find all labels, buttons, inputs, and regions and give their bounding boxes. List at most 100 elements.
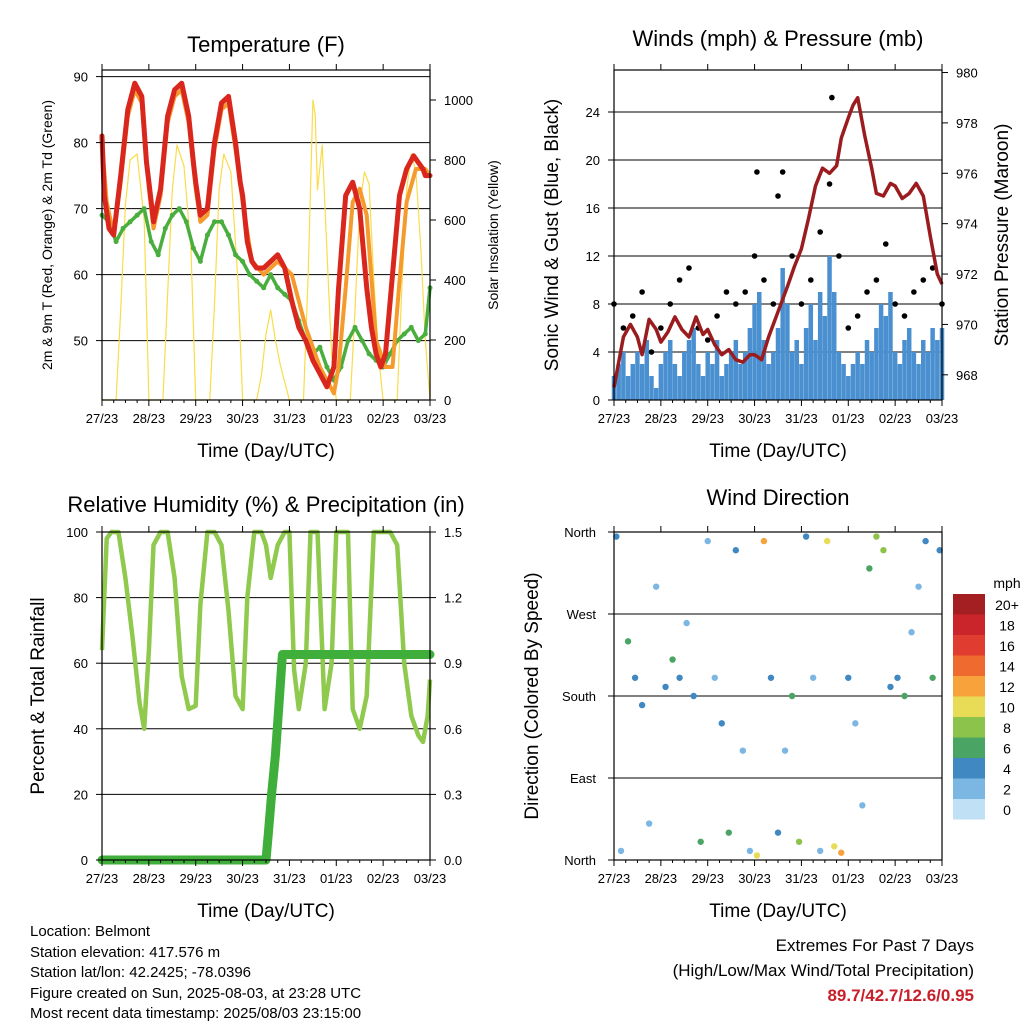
y-right-tick-label: 976 <box>956 166 978 181</box>
x-tick-label: 01/23 <box>320 871 353 886</box>
dewpoint-point <box>366 351 372 357</box>
colorbar-title: mph <box>993 575 1020 591</box>
chart-panel-4: 27/23 28/23 29/23 30/23 31/23 01/23 02/23 03/23… <box>522 485 958 922</box>
y-tick-label: West <box>567 607 597 622</box>
y-right-tick-label: 400 <box>444 273 466 288</box>
y-right-tick-label: 974 <box>956 217 978 232</box>
direction-point <box>767 674 775 681</box>
dewpoint-point <box>120 225 126 231</box>
direction-point <box>901 692 908 700</box>
y-right-tick-label: 200 <box>444 333 466 348</box>
x-tick-label: 31/23 <box>785 871 818 886</box>
y-tick-label: 12 <box>586 249 600 264</box>
y-right-tick-label: 972 <box>956 267 978 282</box>
colorbar-label: 18 <box>999 618 1015 634</box>
dewpoint-point <box>268 272 274 278</box>
colorbar-label: 10 <box>999 700 1015 716</box>
gust-point <box>676 277 683 283</box>
gust-point <box>667 301 674 307</box>
x-tick-label: 02/23 <box>879 871 912 886</box>
dewpoint-point <box>359 338 365 344</box>
direction-point <box>652 583 660 590</box>
x-tick-label: 01/23 <box>832 871 865 886</box>
dewpoint-point <box>218 219 224 225</box>
direction-point <box>631 674 639 681</box>
chart-panel-1: 27/23 28/23 29/23 30/23 31/23 01/23 02/23 03/23… <box>39 32 501 462</box>
x-tick-label: 03/23 <box>926 411 959 426</box>
y-tick-label: 80 <box>74 136 88 151</box>
gust-point <box>620 325 627 331</box>
x-tick-label: 29/23 <box>179 411 212 426</box>
dewpoint-point <box>211 219 217 225</box>
colorbar-swatch <box>953 635 985 656</box>
colorbar-swatch <box>953 799 985 820</box>
direction-point <box>788 692 796 700</box>
direction-point <box>732 547 740 554</box>
y-right-axis-label: Solar Insolation (Yellow) <box>485 160 501 310</box>
y-right-tick-label: 0.9 <box>444 656 462 671</box>
y-right-tick-label: 978 <box>956 116 978 131</box>
x-tick-label: 30/23 <box>738 411 771 426</box>
latest-timestamp: Most recent data timestamp: 2025/08/03 2… <box>30 1005 362 1022</box>
dewpoint-point <box>254 278 260 284</box>
x-tick-label: 03/23 <box>414 871 447 886</box>
x-tick-label: 02/23 <box>879 411 912 426</box>
series-temp_2m <box>99 80 433 390</box>
direction-point <box>824 537 831 545</box>
dewpoint-point <box>324 364 330 370</box>
gust-point <box>854 313 861 319</box>
direction-point <box>816 847 824 855</box>
colorbar-label: 16 <box>999 638 1015 654</box>
x-tick-label: 30/23 <box>738 871 771 886</box>
gust-point <box>798 301 805 307</box>
dewpoint-point <box>148 239 154 245</box>
direction-point <box>676 674 683 681</box>
direction-point <box>753 852 761 859</box>
gust-point <box>629 313 636 319</box>
chart-title: Winds (mph) & Pressure (mb) <box>633 26 924 51</box>
colorbar-label: 12 <box>999 679 1015 695</box>
dewpoint-point <box>141 206 147 212</box>
x-tick-label: 27/23 <box>598 871 631 886</box>
colorbar-swatch <box>953 717 985 738</box>
direction-point <box>838 849 845 856</box>
gust-point <box>723 289 730 295</box>
colorbar-label: 8 <box>1003 720 1011 736</box>
chart-panel-2: 27/23 28/23 29/23 30/23 31/23 01/23 02/23 03/23… <box>542 26 1013 462</box>
colorbar: mph 20+ 18 16 14 12 10 8 6 4 2 0 <box>953 575 1021 820</box>
gust-point <box>829 94 835 101</box>
y-right-axis-label: Station Pressure (Maroon) <box>992 124 1013 347</box>
dewpoint-point <box>261 285 267 291</box>
gust-point <box>817 229 823 235</box>
direction-point <box>725 829 732 836</box>
direction-point <box>845 674 852 681</box>
y-axis-label: 2m & 9m T (Red, Orange) & 2m Td (Green) <box>39 100 55 370</box>
direction-point <box>683 619 690 627</box>
y-right-tick-label: 970 <box>956 317 978 332</box>
gust-point <box>714 313 720 319</box>
gust-point <box>836 253 842 259</box>
dewpoint-point <box>247 272 253 278</box>
gust-point <box>826 181 833 187</box>
y-tick-label: 20 <box>74 787 88 802</box>
direction-point <box>662 683 669 691</box>
direction-point <box>711 674 718 681</box>
y-axis-label: Direction (Colored By Speed) <box>522 572 543 819</box>
dewpoint-point <box>183 219 189 225</box>
dewpoint-point <box>190 245 196 251</box>
x-tick-label: 31/23 <box>273 871 306 886</box>
dewpoint-point <box>226 232 232 238</box>
dewpoint-point <box>387 351 393 357</box>
dewpoint-point <box>162 225 168 231</box>
series-rh <box>99 529 433 745</box>
gust-point <box>751 253 758 259</box>
y-tick-label: North <box>564 853 596 868</box>
y-tick-label: 0 <box>81 853 88 868</box>
gust-point <box>761 277 767 283</box>
station-latlon: Station lat/lon: 42.2425; -78.0396 <box>30 964 252 981</box>
x-tick-label: 28/23 <box>645 411 678 426</box>
direction-point <box>781 747 789 754</box>
x-tick-label: 29/23 <box>691 871 724 886</box>
colorbar-label: 2 <box>1003 782 1011 798</box>
